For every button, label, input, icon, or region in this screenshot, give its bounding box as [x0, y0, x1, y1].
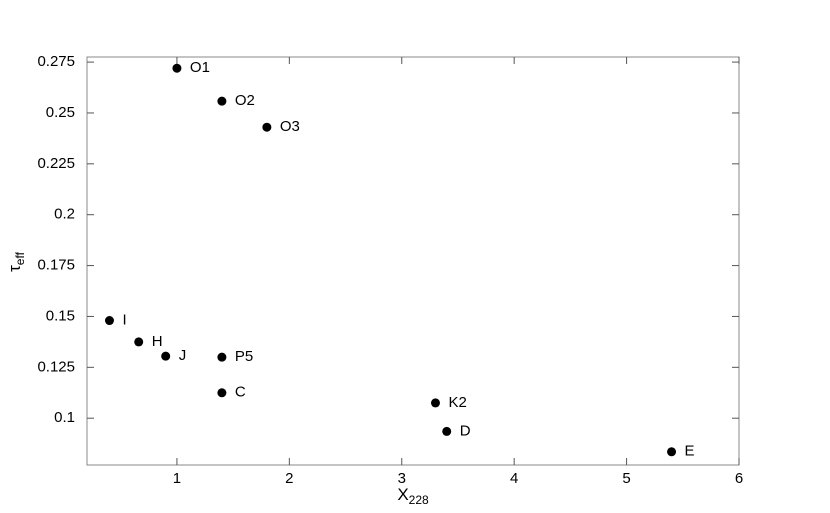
y-axis-label: τeff — [5, 251, 27, 272]
y-label-sub: eff — [13, 251, 27, 265]
point — [262, 122, 272, 132]
y-tick-label: 0.2 — [54, 206, 75, 223]
point — [217, 388, 227, 398]
point — [104, 316, 114, 326]
y-tick-label: 0.25 — [46, 104, 75, 121]
x-tick-label: 6 — [735, 470, 743, 487]
y-tick-label: 0.1 — [54, 409, 75, 426]
point — [134, 337, 144, 347]
y-tick-label: 0.175 — [37, 257, 75, 274]
x-tick-label: 4 — [510, 470, 518, 487]
y-tick-label: 0.275 — [37, 53, 75, 70]
point-label: C — [235, 384, 246, 401]
point-label: H — [152, 333, 163, 350]
point — [442, 426, 452, 436]
point-label: P5 — [235, 348, 253, 365]
y-tick-label: 0.225 — [37, 155, 75, 172]
point-label: J — [179, 347, 187, 364]
y-tick-label: 0.15 — [46, 307, 75, 324]
x-label-sub: 228 — [409, 493, 429, 507]
point — [430, 398, 440, 408]
point-label: O2 — [235, 92, 255, 109]
point-label: K2 — [448, 394, 466, 411]
x-tick-label: 2 — [285, 470, 293, 487]
point-label: O3 — [280, 118, 300, 135]
point — [217, 352, 227, 362]
point — [172, 63, 182, 73]
point-label: E — [685, 443, 695, 460]
x-label-main: X — [397, 485, 408, 504]
plot-frame — [86, 56, 740, 466]
point — [667, 447, 677, 457]
point-label: I — [122, 311, 126, 328]
point-label: D — [460, 422, 471, 439]
x-tick-label: 5 — [622, 470, 630, 487]
point — [217, 96, 227, 106]
x-axis-label: X228 — [397, 485, 429, 507]
y-label-main: τ — [5, 265, 24, 272]
point — [161, 351, 171, 361]
point-label: O1 — [190, 59, 210, 76]
x-tick-label: 1 — [173, 470, 181, 487]
y-tick-label: 0.125 — [37, 358, 75, 375]
x-tick-label: 3 — [398, 470, 406, 487]
